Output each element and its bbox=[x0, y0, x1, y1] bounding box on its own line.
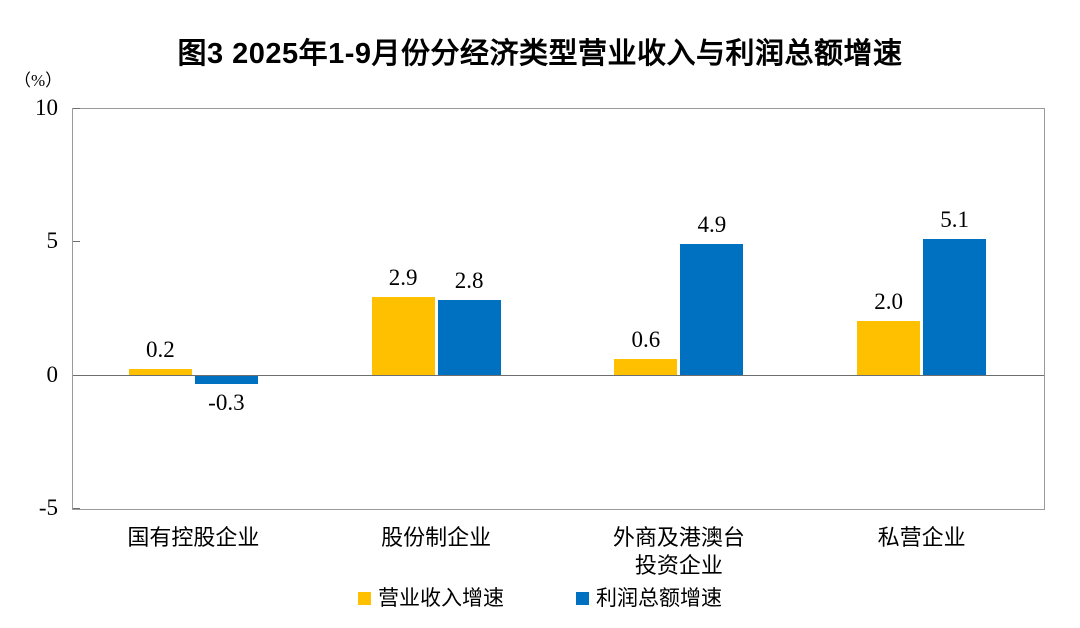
y-tick-label: 5 bbox=[46, 228, 59, 254]
chart-title: 图3 2025年1-9月份分经济类型营业收入与利润总额增速 bbox=[177, 38, 903, 70]
bar-value-label: 2.0 bbox=[874, 289, 903, 315]
y-tick-mark bbox=[73, 108, 80, 109]
bar-value-label: 2.9 bbox=[388, 265, 418, 291]
y-axis-unit-label: （%） bbox=[14, 71, 63, 90]
y-tick-label: -5 bbox=[38, 495, 58, 520]
y-tick-mark bbox=[73, 241, 80, 243]
y-tick-label: 10 bbox=[35, 95, 58, 120]
bar-利润总额增速-国有控股企业 bbox=[194, 375, 258, 384]
y-tick-mark bbox=[73, 508, 80, 509]
bar-利润总额增速-外商及港澳台投资企业 bbox=[680, 244, 744, 375]
bar-value-label: -0.3 bbox=[208, 389, 245, 415]
bar-利润总额增速-股份制企业 bbox=[437, 300, 501, 375]
legend-item-1: 利润总额增速 bbox=[576, 586, 722, 610]
x-axis-label: 私营企业 bbox=[877, 525, 966, 550]
bar-营业收入增速-国有控股企业 bbox=[128, 369, 192, 375]
legend-swatch-icon bbox=[576, 591, 589, 605]
y-tick-label: 0 bbox=[46, 361, 59, 387]
bar-value-label: 0.6 bbox=[631, 326, 661, 352]
x-axis-label: 外商及港澳台 投资企业 bbox=[612, 525, 745, 578]
bar-营业收入增速-外商及港澳台投资企业 bbox=[614, 358, 678, 375]
plot-area bbox=[72, 108, 1045, 510]
bar-营业收入增速-私营企业 bbox=[857, 321, 921, 375]
legend-item-0: 营业收入增速 bbox=[358, 586, 504, 610]
bar-value-label: 5.1 bbox=[940, 206, 969, 232]
legend-label: 利润总额增速 bbox=[596, 586, 722, 610]
bar-利润总额增速-私营企业 bbox=[923, 238, 987, 375]
bar-value-label: 4.9 bbox=[697, 212, 727, 237]
bar-value-label: 2.8 bbox=[454, 268, 484, 293]
x-axis-label: 国有控股企业 bbox=[127, 525, 260, 550]
bar-value-label: 0.2 bbox=[146, 337, 175, 363]
x-axis-label: 股份制企业 bbox=[381, 525, 492, 550]
x-axis-zero-line bbox=[73, 374, 1044, 376]
bar-营业收入增速-股份制企业 bbox=[371, 297, 435, 375]
legend-label: 营业收入增速 bbox=[378, 586, 504, 610]
legend: 营业收入增速 利润总额增速 bbox=[0, 586, 1080, 610]
legend-swatch-icon bbox=[358, 591, 371, 605]
